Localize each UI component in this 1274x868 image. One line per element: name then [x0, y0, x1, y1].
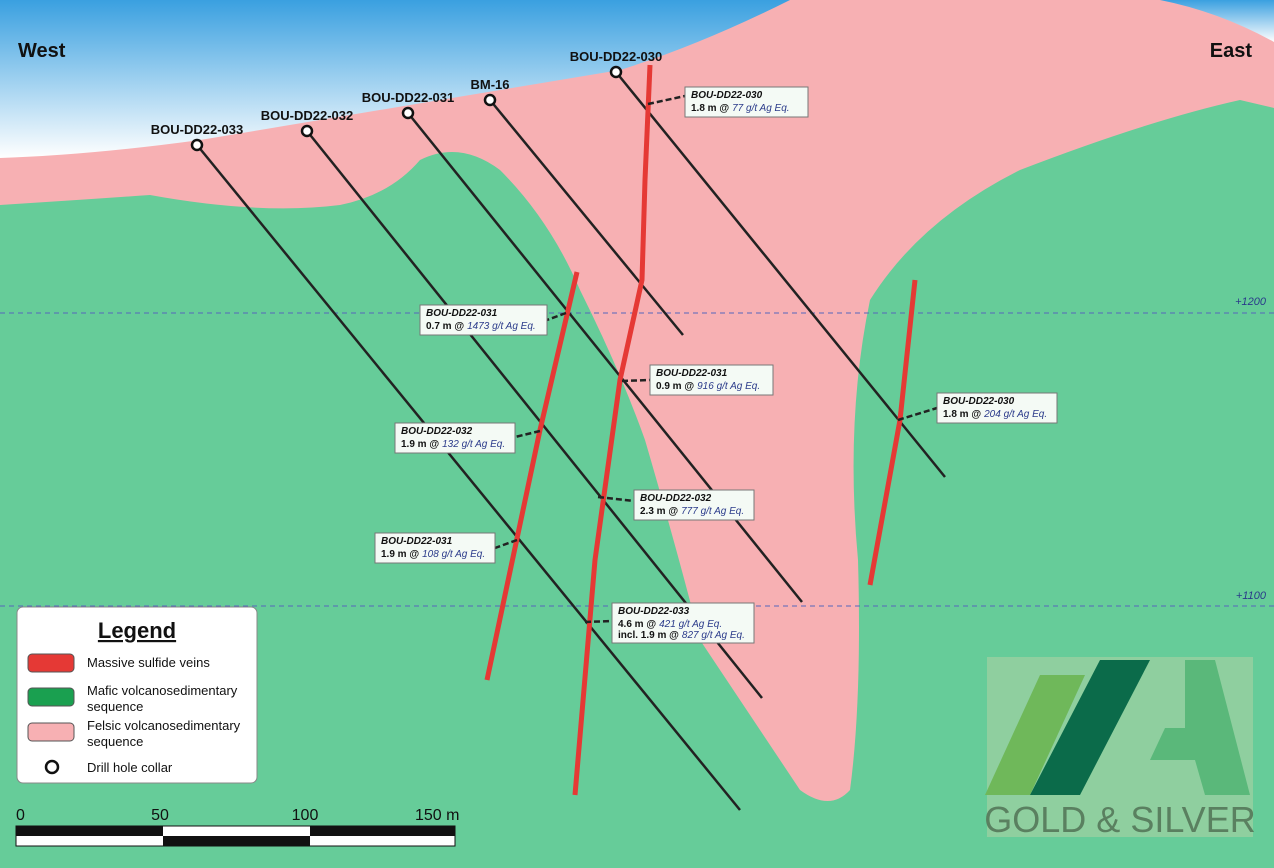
intercept-box — [611, 602, 755, 644]
intercept-grade: 204 g/t Ag Eq. — [983, 409, 1047, 420]
intercept-interval: 1.8 m @ — [691, 103, 729, 114]
sky — [1160, 0, 1274, 42]
east-label: East — [1210, 40, 1253, 62]
intercept-interval: 1.9 m @ — [381, 549, 419, 560]
legend-label: Felsic volcanosedimentary — [87, 718, 241, 733]
vein — [572, 64, 653, 796]
intercept-interval: incl. 1.9 m @ — [618, 630, 679, 641]
leader — [621, 378, 651, 383]
legend-swatch — [27, 653, 75, 673]
collar — [483, 93, 497, 107]
scale-segment — [163, 836, 310, 846]
intercept-box — [394, 422, 516, 454]
intercept-box — [419, 304, 548, 336]
drill-hole — [196, 144, 741, 811]
intercept-grade: 108 g/t Ag Eq. — [422, 549, 485, 560]
intercept-grade: 1473 g/t Ag Eq. — [467, 321, 536, 332]
scale-label: 100 — [292, 807, 319, 824]
intercept-hole: BOU-DD22-030 — [943, 396, 1015, 407]
elevation-label: +1200 — [1235, 296, 1267, 308]
drill-hole — [615, 71, 946, 478]
intercept-line: incl. 1.9 m @827 g/t Ag Eq. — [618, 630, 745, 641]
intercept-line: 0.7 m @1473 g/t Ag Eq. — [426, 321, 536, 332]
intercept-box — [633, 489, 755, 521]
intercept-line: 2.3 m @777 g/t Ag Eq. — [640, 506, 744, 517]
scale-label: 50 — [151, 807, 169, 824]
intercept-line: 1.8 m @204 g/t Ag Eq. — [943, 409, 1047, 420]
legend-label: sequence — [87, 699, 143, 714]
intercept-hole: BOU-DD22-031 — [381, 536, 453, 547]
hole-label: BM-16 — [470, 77, 509, 92]
legend-title: Legend — [98, 618, 176, 643]
west-label: West — [18, 40, 66, 62]
intercept-interval: 1.9 m @ — [401, 439, 439, 450]
logo-shape — [985, 675, 1085, 795]
sky — [0, 0, 790, 158]
intercept-hole: BOU-DD22-031 — [656, 368, 728, 379]
intercept-interval: 4.6 m @ — [618, 619, 656, 630]
intercept-line: 4.6 m @421 g/t Ag Eq. — [618, 619, 722, 630]
leader — [597, 495, 635, 503]
intercept-box — [649, 364, 774, 396]
intercept-hole: BOU-DD22-030 — [691, 90, 763, 101]
intercept-box — [936, 392, 1058, 424]
legend-label: Drill hole collar — [87, 760, 173, 775]
hole-label: BOU-DD22-032 — [261, 108, 353, 123]
intercept-box — [374, 532, 496, 564]
intercept-interval: 0.9 m @ — [656, 381, 694, 392]
intercept-box — [684, 86, 809, 118]
intercept-line: 1.9 m @132 g/t Ag Eq. — [401, 439, 505, 450]
legend-swatch — [27, 722, 75, 742]
hole-label: BOU-DD22-033 — [151, 122, 243, 137]
leader — [584, 619, 613, 624]
legend-swatch — [27, 687, 75, 707]
logo: GOLD & SILVER — [984, 657, 1256, 840]
legend: Legend Massive sulfide veins Mafic volcan… — [16, 606, 258, 784]
legend-box — [16, 606, 258, 784]
intercept-hole: BOU-DD22-032 — [401, 426, 473, 437]
collar — [190, 138, 204, 152]
leader — [897, 406, 938, 422]
intercept-grade: 827 g/t Ag Eq. — [682, 630, 745, 641]
legend-label: Massive sulfide veins — [87, 655, 210, 670]
intercept-interval: 1.8 m @ — [943, 409, 981, 420]
intercept-hole: BOU-DD22-032 — [640, 493, 712, 504]
intercept-grade: 916 g/t Ag Eq. — [697, 381, 760, 392]
intercept-grade: 132 g/t Ag Eq. — [442, 439, 505, 450]
legend-label: sequence — [87, 734, 143, 749]
leader — [647, 94, 686, 106]
vein — [484, 271, 580, 681]
intercept-hole: BOU-DD22-031 — [426, 308, 498, 319]
collar — [401, 106, 415, 120]
leader — [494, 538, 518, 550]
legend-label: Mafic volcanosedimentary — [87, 683, 238, 698]
intercept-hole: BOU-DD22-033 — [618, 606, 690, 617]
intercept-interval: 2.3 m @ — [640, 506, 678, 517]
scale-segment — [310, 826, 455, 836]
intercept-grade: 77 g/t Ag Eq. — [732, 103, 789, 114]
logo-shape — [1150, 660, 1250, 795]
intercept-interval: 0.7 m @ — [426, 321, 464, 332]
logo-text: GOLD & SILVER — [984, 799, 1255, 840]
leader — [514, 429, 541, 439]
elevation-label: +1100 — [1236, 590, 1267, 602]
hole-label: BOU-DD22-030 — [570, 49, 662, 64]
scale-label: 150 m — [415, 807, 459, 824]
intercept-grade: 777 g/t Ag Eq. — [681, 506, 744, 517]
scale-segment — [16, 826, 163, 836]
drill-hole — [489, 99, 684, 336]
scale-label: 0 — [16, 807, 25, 824]
legend-collar — [44, 759, 60, 775]
intercept-line: 0.9 m @916 g/t Ag Eq. — [656, 381, 760, 392]
intercept-line: 1.9 m @108 g/t Ag Eq. — [381, 549, 485, 560]
collar — [300, 124, 314, 138]
collar — [609, 65, 623, 79]
intercept-line: 1.8 m @77 g/t Ag Eq. — [691, 103, 790, 114]
leader — [546, 311, 567, 322]
scale-bar: 0 50 100 150 m — [15, 807, 459, 847]
logo-shape — [1030, 660, 1150, 795]
intercept-grade: 421 g/t Ag Eq. — [659, 619, 722, 630]
hole-label: BOU-DD22-031 — [362, 90, 454, 105]
